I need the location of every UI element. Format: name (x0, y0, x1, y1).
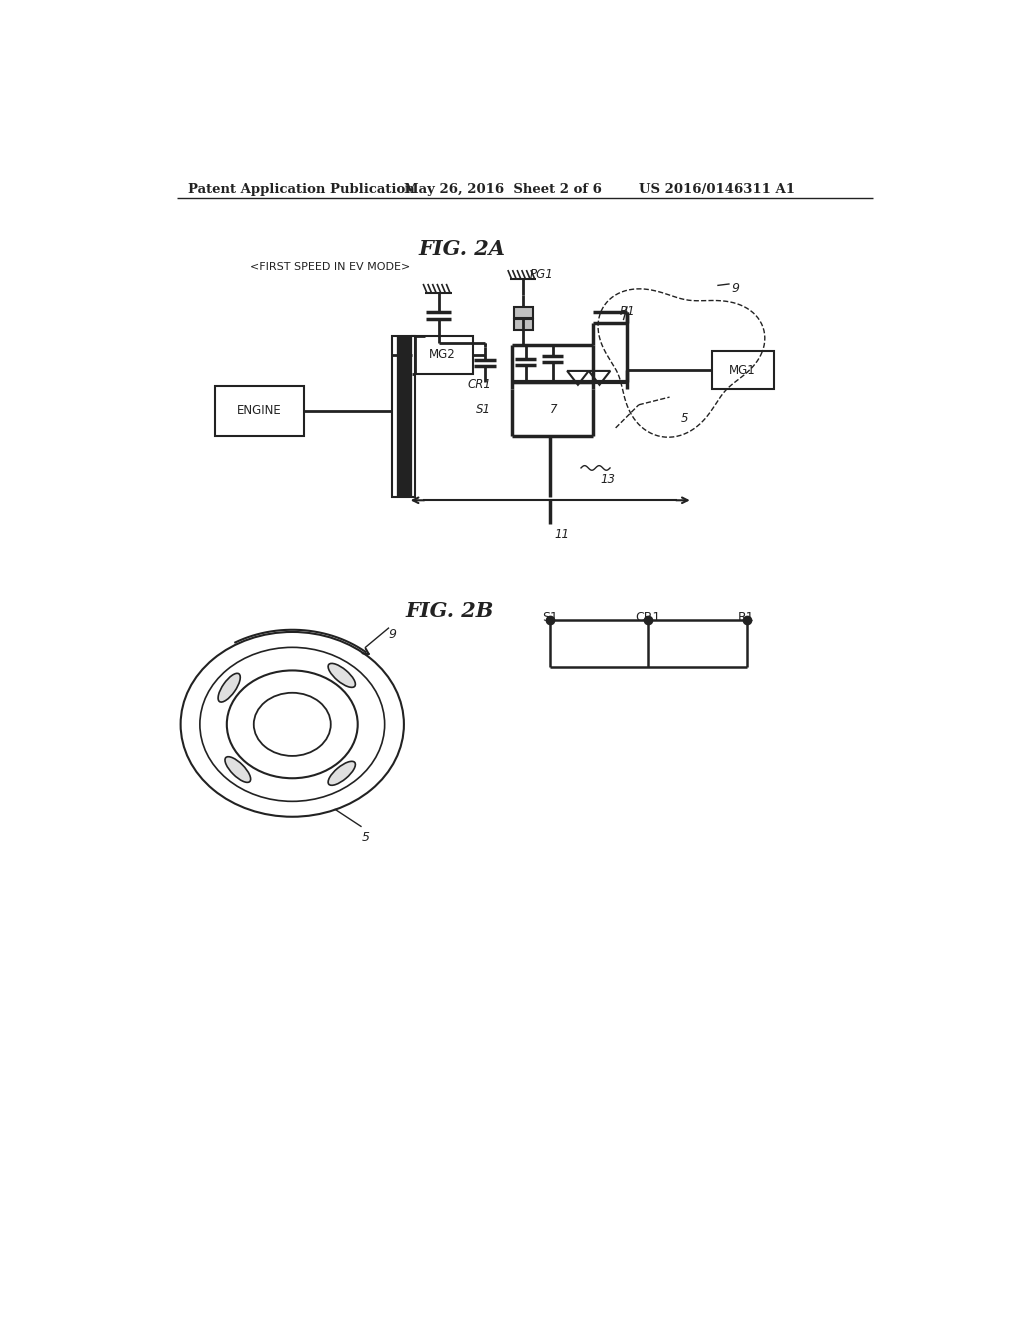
Text: CR1: CR1 (635, 611, 660, 624)
Ellipse shape (328, 762, 355, 785)
Ellipse shape (218, 673, 241, 702)
Text: 13: 13 (600, 473, 615, 486)
Text: FIG. 2B: FIG. 2B (406, 601, 495, 622)
Text: FIG. 2A: FIG. 2A (418, 239, 505, 259)
Text: May 26, 2016  Sheet 2 of 6: May 26, 2016 Sheet 2 of 6 (403, 183, 602, 197)
Text: PG1: PG1 (529, 268, 553, 281)
Text: ENGINE: ENGINE (237, 404, 282, 417)
Text: 9: 9 (388, 628, 396, 642)
Bar (392, 335, 416, 498)
Text: US 2016/0146311 A1: US 2016/0146311 A1 (639, 183, 795, 197)
Text: MG1: MG1 (729, 363, 756, 376)
Polygon shape (567, 371, 589, 385)
Ellipse shape (328, 664, 355, 688)
Text: S1: S1 (476, 404, 490, 416)
Text: R1: R1 (738, 611, 755, 624)
Text: MG2: MG2 (429, 348, 456, 362)
Bar (514, 319, 532, 330)
Text: Patent Application Publication: Patent Application Publication (188, 183, 415, 197)
Text: CR1: CR1 (467, 378, 490, 391)
Text: 7: 7 (550, 404, 558, 416)
Ellipse shape (225, 756, 251, 783)
Text: 5: 5 (681, 412, 688, 425)
Bar (412, 335, 473, 374)
Text: R1: R1 (620, 305, 635, 318)
Text: S1: S1 (543, 611, 558, 624)
Bar (712, 351, 773, 389)
Text: <FIRST SPEED IN EV MODE>: <FIRST SPEED IN EV MODE> (250, 263, 411, 272)
Text: 5: 5 (361, 830, 370, 843)
Text: 11: 11 (554, 528, 569, 541)
Polygon shape (589, 371, 610, 385)
Bar (514, 308, 532, 318)
Text: 9: 9 (731, 281, 739, 294)
Bar (215, 385, 304, 436)
